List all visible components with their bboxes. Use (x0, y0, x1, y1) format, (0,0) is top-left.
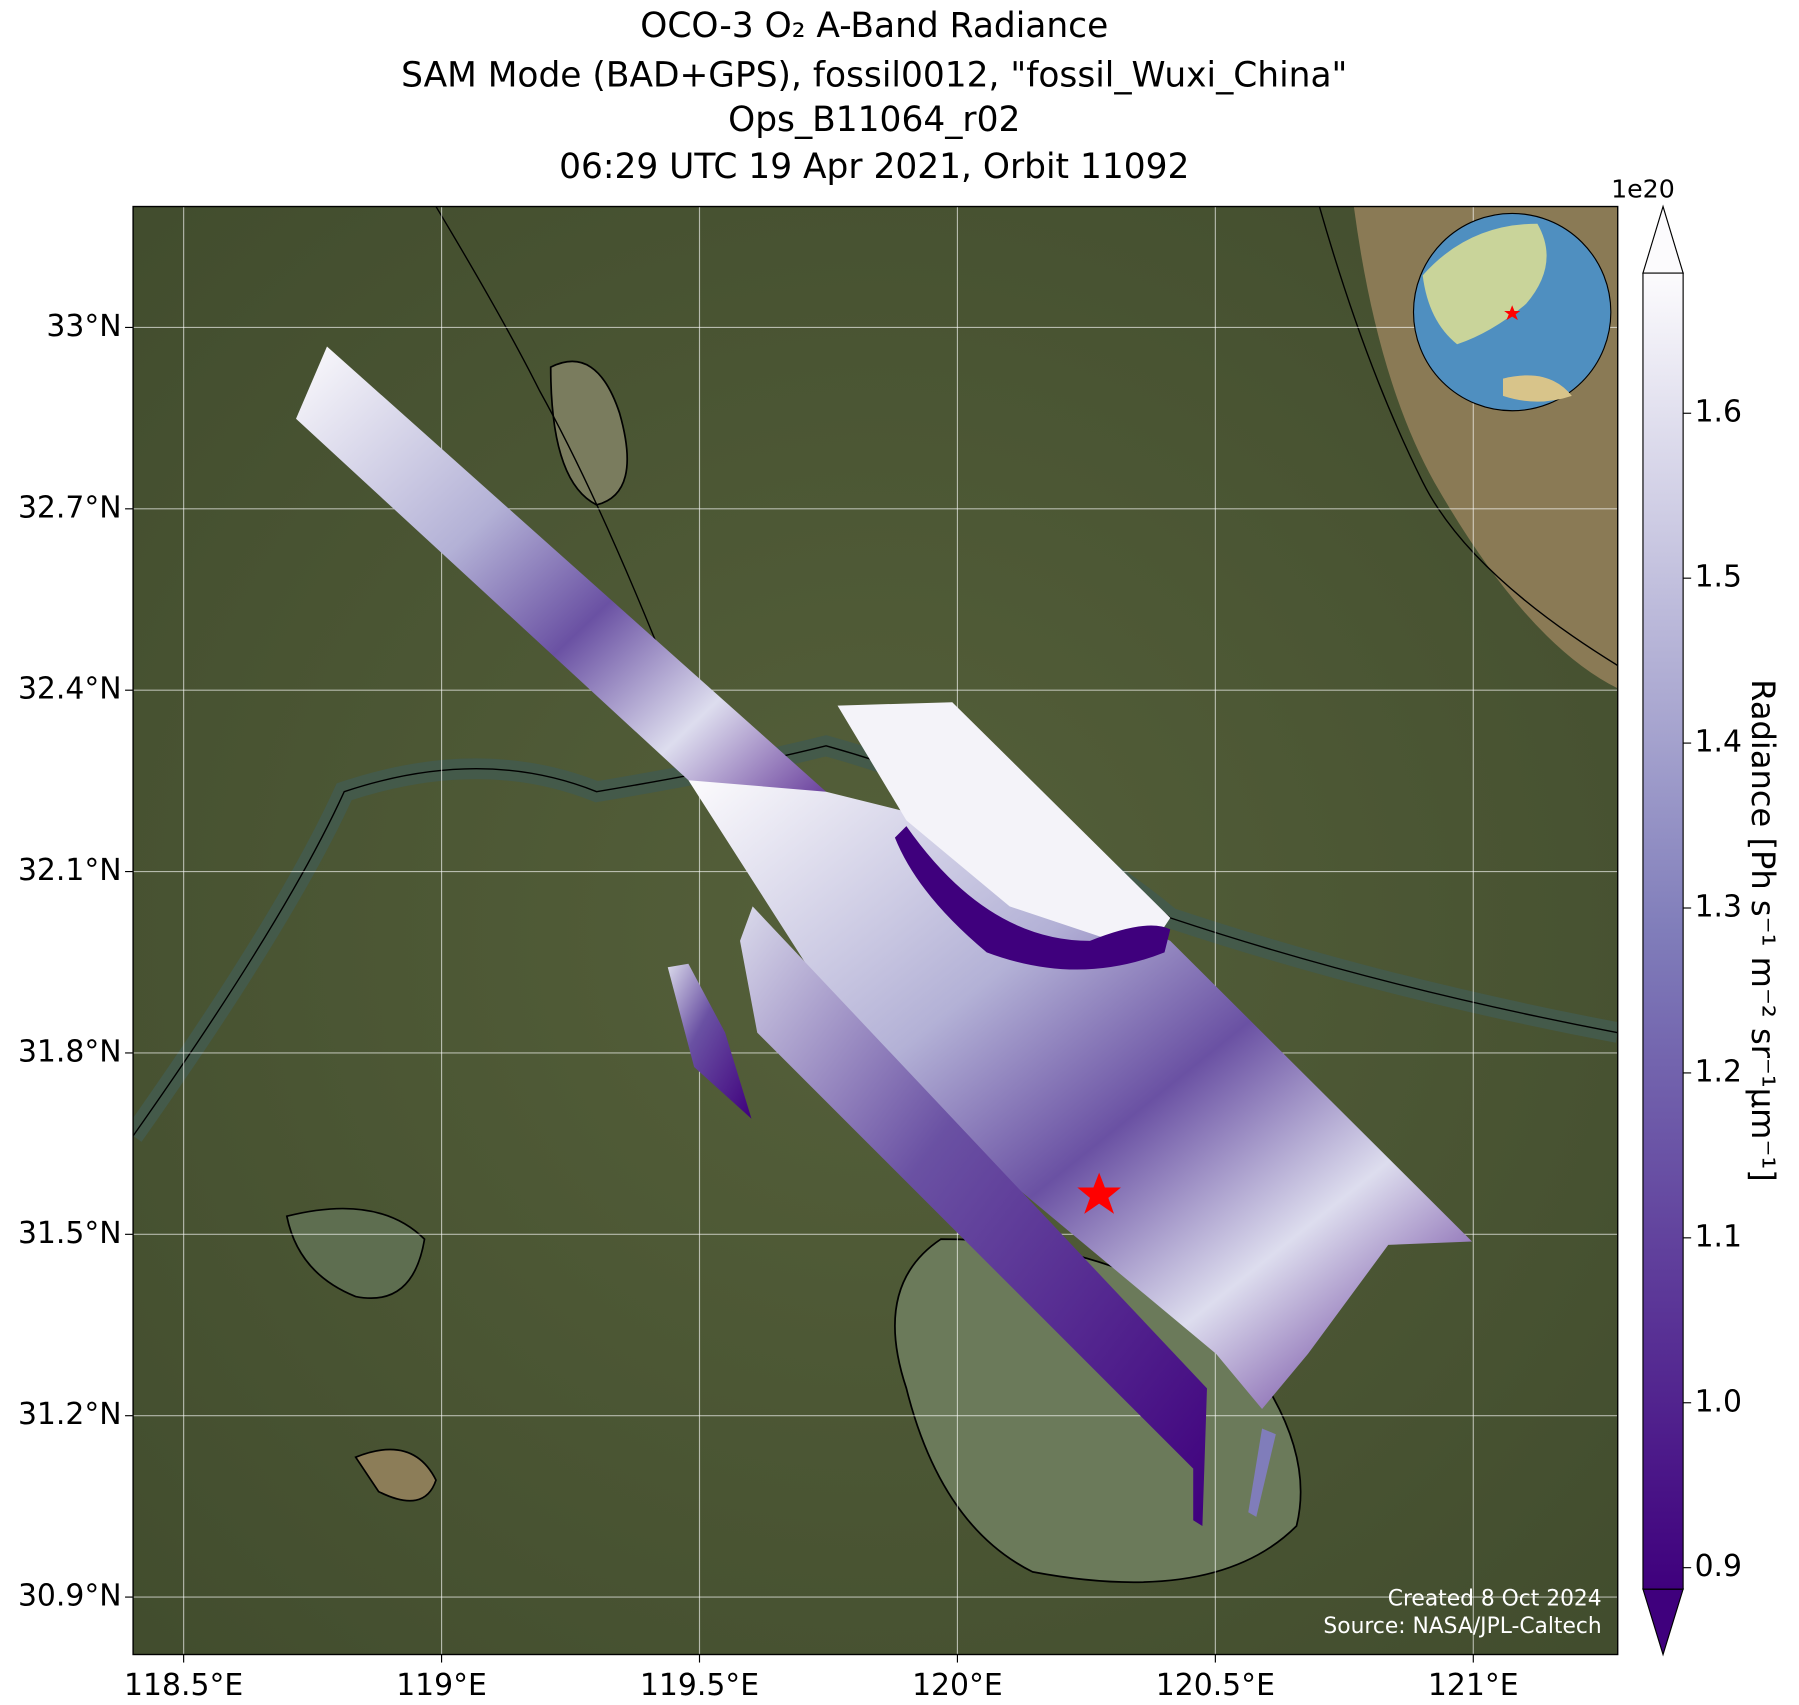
y-tick-label: 32.7°N (18, 490, 122, 525)
radiance-swath (296, 346, 827, 850)
y-tick-label: 32.4°N (18, 672, 122, 707)
map-frame (132, 205, 1619, 1656)
y-tick-label: 31.2°N (18, 1397, 122, 1432)
y-tick-label: 32.1°N (18, 853, 122, 888)
colorbar-tick-label: 1.1 (1695, 1219, 1742, 1254)
colorbar-extend (1642, 204, 1684, 274)
coastline (435, 206, 667, 666)
colorbar: 0.9 1.0 1.1 1.2 1.3 1.4 1.5 1.6 (1642, 204, 1742, 1657)
y-tick-label: 33°N (46, 309, 121, 344)
colorbar-tick-label: 1.2 (1695, 1054, 1742, 1089)
lake (285, 1207, 426, 1299)
radiance-swath (837, 702, 1171, 953)
radiance-swath (688, 780, 1473, 1409)
colorbar-tick-label: 1.6 (1695, 395, 1742, 430)
colorbar-tick-label: 1.4 (1695, 725, 1742, 760)
y-tick-label: 30.9°N (18, 1579, 122, 1614)
x-tick-label: 120.5°E (1156, 1668, 1275, 1703)
lake (354, 1448, 437, 1502)
colorbar-extend (1642, 1588, 1684, 1657)
x-tick-label: 119.5°E (640, 1668, 759, 1703)
lake (549, 360, 628, 506)
inset-globe (1412, 212, 1612, 412)
x-tick-label: 120°E (912, 1668, 1003, 1703)
map-area: Created 8 Oct 2024 Source: NASA/JPL-Calt… (133, 206, 1618, 1655)
radiance-swath (894, 826, 1171, 970)
radiance-swath (1248, 1428, 1276, 1517)
continent (1502, 375, 1572, 402)
colorbar-tick-label: 1.3 (1695, 890, 1742, 925)
colorbar-label: Radiance [Ph s⁻¹ m⁻² sr⁻¹μm⁻¹] (1744, 679, 1782, 1182)
target-star (1077, 1172, 1121, 1214)
colorbar-exponent: 1e20 (1611, 174, 1675, 203)
title-line: Ops_B11064_r02 (728, 100, 1020, 140)
x-tick-label: 118.5°E (124, 1668, 243, 1703)
y-tick-label: 31.5°N (18, 1216, 122, 1251)
coastline (1318, 206, 1618, 667)
y-tick-label: 31.8°N (18, 1034, 122, 1069)
title-line: 06:29 UTC 19 Apr 2021, Orbit 11092 (559, 147, 1189, 187)
globe-star (1504, 305, 1521, 321)
credit: Created 8 Oct 2024 (1388, 1586, 1602, 1611)
radiance-swath (740, 906, 1207, 1527)
title-line: SAM Mode (BAD+GPS), fossil0012, "fossil_… (401, 55, 1347, 95)
title-line: OCO-3 O₂ A-Band Radiance (640, 6, 1108, 46)
x-tick-label: 119°E (396, 1668, 487, 1703)
x-tick-label: 121°E (1428, 1668, 1519, 1703)
continent (1422, 223, 1547, 345)
colorbar-body (1642, 272, 1684, 1590)
colorbar-tick-label: 0.9 (1695, 1549, 1742, 1584)
credit: Source: NASA/JPL-Caltech (1323, 1614, 1601, 1639)
colorbar-tick-label: 1.5 (1695, 560, 1742, 595)
colorbar-tick-label: 1.0 (1695, 1384, 1742, 1419)
radiance-swath (667, 963, 752, 1119)
